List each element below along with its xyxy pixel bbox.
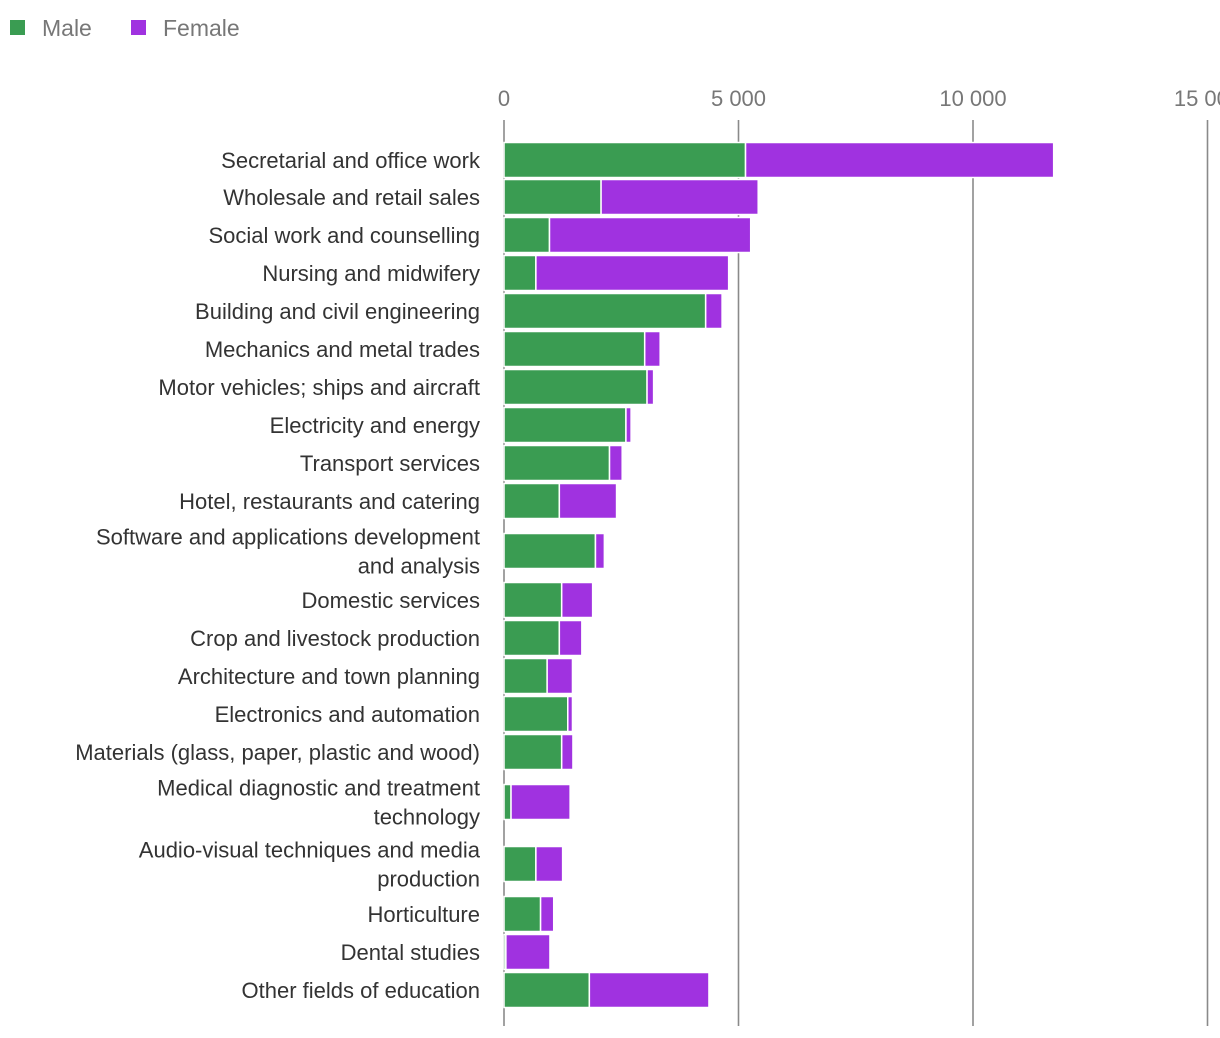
bar-male (503, 482, 561, 520)
category-labels: Secretarial and office work Wholesale and… (75, 148, 481, 1003)
bar-male (503, 178, 602, 216)
category-label: Horticulture (368, 902, 480, 927)
bar-female (744, 141, 1055, 179)
bar-male (503, 971, 591, 1009)
x-tick-label: 0 (498, 86, 510, 111)
category-label: Architecture and town planning (178, 664, 480, 689)
bar-female (594, 532, 606, 570)
bar-male (503, 254, 537, 292)
category-label: Building and civil engineering (195, 299, 480, 324)
category-label: Materials (glass, paper, plastic and woo… (75, 740, 480, 765)
bar-male (503, 733, 563, 771)
bar-female (558, 619, 583, 657)
bar-female (625, 406, 632, 444)
bar-female (588, 971, 710, 1009)
bar-female (548, 216, 752, 254)
bar-female (535, 845, 564, 883)
bar-male (503, 619, 561, 657)
category-label: Medical diagnostic and treatment technolo… (157, 776, 480, 830)
bar-male (503, 292, 707, 330)
category-label: Wholesale and retail sales (223, 185, 480, 210)
bar-male (503, 532, 597, 570)
bar-female (608, 444, 623, 482)
bar-male (503, 216, 551, 254)
bar-male (503, 895, 542, 933)
bar-male (503, 444, 611, 482)
category-label: Other fields of education (242, 978, 480, 1003)
bars (503, 141, 1055, 1009)
bar-female (546, 657, 574, 695)
bar-male (503, 695, 569, 733)
bar-male (503, 657, 548, 695)
bar-male (503, 783, 512, 821)
category-label: Hotel, restaurants and catering (179, 489, 480, 514)
category-label: Mechanics and metal trades (205, 337, 480, 362)
bar-female (643, 330, 661, 368)
bar-female (560, 733, 574, 771)
category-label: Social work and counselling (209, 223, 481, 248)
bar-male (503, 581, 563, 619)
bar-male (503, 141, 747, 179)
x-axis-ticks: 0 5 000 10 000 15 000 (498, 86, 1220, 111)
bar-female (510, 783, 571, 821)
bar-female (505, 933, 551, 971)
bar-female (600, 178, 759, 216)
category-label: Secretarial and office work (221, 148, 481, 173)
category-label: Electronics and automation (215, 702, 480, 727)
category-label: Motor vehicles; ships and aircraft (158, 375, 480, 400)
category-label: Software and applications development and… (96, 525, 480, 579)
legend-female-swatch (131, 20, 146, 35)
bar-female (558, 482, 618, 520)
bar-female (567, 695, 574, 733)
category-label: Dental studies (341, 940, 480, 965)
bar-male (503, 845, 537, 883)
category-label: Transport services (300, 451, 480, 476)
bar-female (535, 254, 730, 292)
legend-male-swatch (10, 20, 25, 35)
legend-female-label: Female (163, 15, 240, 41)
bar-female (704, 292, 723, 330)
x-tick-label: 5 000 (711, 86, 766, 111)
category-label: Audio-visual techniques and media product… (139, 838, 481, 892)
bar-male (503, 406, 627, 444)
legend: Male Female (10, 15, 240, 41)
category-label: Domestic services (302, 588, 480, 613)
bar-male (503, 330, 646, 368)
category-label: Crop and livestock production (190, 626, 480, 651)
legend-male-label: Male (42, 15, 92, 41)
x-tick-label: 10 000 (939, 86, 1006, 111)
bar-female (539, 895, 555, 933)
bar-male (503, 368, 648, 406)
category-label: Nursing and midwifery (262, 261, 480, 286)
bar-female (560, 581, 594, 619)
x-tick-label: 15 000 (1174, 86, 1220, 111)
category-label: Electricity and energy (270, 413, 480, 438)
bar-female (646, 368, 655, 406)
